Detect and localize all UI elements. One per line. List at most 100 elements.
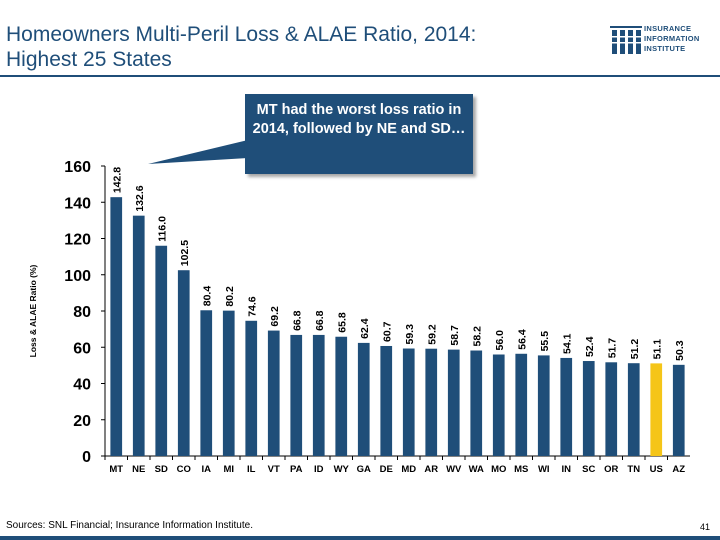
callout-pointer [148, 140, 248, 164]
data-label: 58.2 [471, 326, 483, 347]
bar-ia [200, 310, 213, 456]
y-tick-label: 140 [64, 195, 91, 212]
x-tick-label: WY [334, 464, 350, 475]
data-label: 55.5 [539, 331, 551, 352]
data-label: 56.0 [494, 330, 506, 351]
bar-mt [110, 197, 123, 457]
logo-line-2: INFORMATION [644, 34, 700, 43]
bar-md [402, 348, 415, 456]
data-label: 132.6 [134, 185, 146, 211]
data-label: 51.7 [606, 338, 618, 359]
x-tick-label: TN [627, 464, 640, 475]
y-axis-title: Loss & ALAE Ratio (%) [28, 264, 38, 357]
x-tick-label: SC [582, 464, 595, 475]
y-tick-label: 100 [64, 268, 91, 285]
data-label: 66.8 [291, 310, 303, 331]
x-tick-label: PA [290, 464, 303, 475]
bar-pa [290, 334, 303, 456]
bar-wy [335, 336, 348, 456]
x-tick-label: MO [491, 464, 506, 475]
title-line-2: Highest 25 States [6, 48, 172, 71]
y-tick-label: 40 [73, 377, 91, 394]
data-label: 142.8 [111, 167, 123, 193]
logo-line-3: INSTITUTE [644, 44, 686, 53]
title-line-1: Homeowners Multi-Peril Loss & ALAE Ratio… [6, 23, 477, 46]
data-label: 74.6 [246, 296, 258, 317]
bar-vt [267, 330, 280, 456]
title-divider [0, 75, 720, 77]
x-tick-label: ID [314, 464, 324, 475]
callout-box: MT had the worst loss ratio in 2014, fol… [245, 94, 473, 174]
bar-mi [222, 310, 235, 456]
x-tick-label: IA [202, 464, 212, 475]
y-tick-label: 160 [64, 159, 91, 176]
bar-ms [515, 353, 528, 456]
x-tick-label: IN [562, 464, 572, 475]
x-tick-label: WI [538, 464, 550, 475]
x-tick-label: DE [380, 464, 393, 475]
data-label: 50.3 [674, 340, 686, 361]
bar-wi [537, 355, 550, 456]
bottom-bar [0, 536, 720, 540]
logo-line-1: INSURANCE [644, 24, 692, 33]
data-label: 51.1 [651, 339, 663, 360]
y-tick-label: 120 [64, 232, 91, 249]
x-tick-label: MT [109, 464, 123, 475]
data-label: 54.1 [561, 333, 573, 354]
bar-az [672, 364, 685, 456]
x-tick-label: AR [424, 464, 438, 475]
data-label: 59.2 [426, 324, 438, 345]
x-tick-label: WA [469, 464, 484, 475]
data-label: 62.4 [359, 318, 371, 339]
x-tick-label: AZ [672, 464, 685, 475]
bar-or [605, 362, 618, 456]
y-tick-label: 20 [73, 413, 91, 430]
data-label: 80.2 [224, 286, 236, 307]
bar-ga [357, 342, 370, 456]
bar-ar [425, 348, 438, 456]
data-label: 80.4 [201, 286, 213, 307]
data-label: 60.7 [381, 321, 393, 342]
y-tick-label: 60 [73, 340, 91, 357]
data-label: 58.7 [449, 325, 461, 346]
x-tick-label: NE [132, 464, 145, 475]
data-label: 51.2 [629, 339, 641, 360]
bar-us [650, 363, 663, 456]
bar-in [560, 357, 573, 456]
bar-wv [447, 349, 460, 456]
data-label: 116.0 [156, 216, 168, 242]
x-tick-label: WV [446, 464, 462, 475]
data-label: 66.8 [314, 310, 326, 331]
bar-ne [132, 215, 145, 456]
data-label: 52.4 [584, 336, 596, 357]
bar-il [245, 320, 258, 456]
iii-logo: INSURANCE INFORMATION INSTITUTE [610, 22, 714, 58]
bar-id [312, 334, 325, 456]
y-tick-label: 80 [73, 304, 91, 321]
y-tick-label: 0 [82, 449, 91, 466]
x-tick-label: OR [604, 464, 618, 475]
x-tick-label: GA [357, 464, 371, 475]
bar-mo [492, 354, 505, 456]
data-label: 69.2 [269, 306, 281, 327]
source-note: Sources: SNL Financial; Insurance Inform… [6, 520, 253, 531]
x-tick-label: MS [514, 464, 528, 475]
data-label: 102.5 [179, 240, 191, 266]
bar-wa [470, 350, 483, 456]
chart-title: Homeowners Multi-Peril Loss & ALAE Ratio… [6, 22, 476, 72]
data-label: 56.4 [516, 329, 528, 350]
x-tick-label: VT [268, 464, 280, 475]
data-label: 59.3 [404, 324, 416, 345]
bar-sc [582, 361, 595, 456]
x-tick-label: SD [155, 464, 168, 475]
x-tick-label: MD [401, 464, 416, 475]
bar-tn [627, 363, 640, 456]
x-tick-label: MI [223, 464, 234, 475]
x-tick-label: US [650, 464, 663, 475]
bar-de [380, 345, 393, 456]
bar-co [177, 270, 190, 456]
x-tick-label: IL [247, 464, 256, 475]
iii-logo-mark-icon [610, 26, 642, 54]
page-number: 41 [700, 522, 711, 532]
